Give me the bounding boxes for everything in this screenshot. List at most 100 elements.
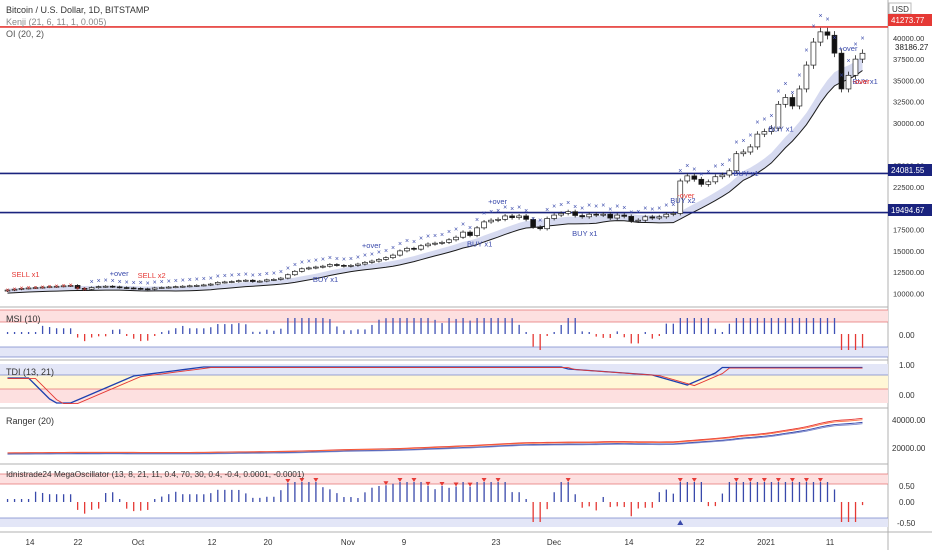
kenji-cross-mark: × <box>657 205 661 212</box>
mega-bar <box>399 482 401 502</box>
kenji-cross-mark: × <box>258 272 262 279</box>
candle-body <box>116 286 123 289</box>
mega-bar <box>154 499 156 502</box>
mega-bar <box>476 482 478 502</box>
msi-bar <box>252 331 254 334</box>
mega-title[interactable]: Idnistrade24 MegaOscillator (13, 8, 21, … <box>6 469 304 479</box>
candle-body <box>684 175 691 182</box>
mega-signal-triangle <box>481 478 487 482</box>
mega-bar <box>511 492 513 502</box>
candle-body <box>530 218 536 228</box>
kenji-cross-mark: × <box>272 270 276 277</box>
mega-bar <box>630 502 632 517</box>
msi-bar <box>301 318 303 334</box>
kenji-cross-mark: × <box>314 258 318 265</box>
kenji-cross-mark: × <box>265 271 269 278</box>
mega-bar <box>364 492 366 502</box>
candle-body <box>782 97 789 105</box>
indicator-kenji-label[interactable]: Kenji (21, 6, 11, 1, 0.005) <box>6 17 106 27</box>
mega-bar <box>147 502 149 510</box>
msi-bar <box>476 318 478 334</box>
msi-bar <box>112 329 114 334</box>
kenji-cross-mark: × <box>237 272 241 279</box>
candle-body <box>334 264 340 266</box>
msi-bar <box>672 323 674 334</box>
mega-bar <box>602 496 604 502</box>
kenji-cross-mark: × <box>27 285 31 292</box>
kenji-cross-mark: × <box>622 205 626 212</box>
mega-bar <box>322 487 324 502</box>
msi-bar <box>448 318 450 334</box>
mega-bar <box>112 492 114 502</box>
kenji-cross-mark: × <box>475 217 479 224</box>
msi-bar <box>679 318 681 334</box>
msi-bar <box>147 334 149 341</box>
mega-bar <box>532 502 534 522</box>
candle-body <box>712 176 719 183</box>
kenji-cross-mark: × <box>125 279 129 286</box>
mega-bar <box>735 482 738 502</box>
candle-body <box>845 74 852 90</box>
msi-bar <box>812 318 815 334</box>
candle-body <box>418 245 424 250</box>
msi-bar <box>497 318 499 334</box>
mega-bar <box>55 494 58 502</box>
candle-body <box>186 285 193 288</box>
msi-bar <box>399 318 401 334</box>
kenji-cross-mark: × <box>755 119 759 126</box>
kenji-cross-mark: × <box>6 287 10 294</box>
kenji-cross-mark: × <box>230 273 234 280</box>
msi-bar <box>602 334 604 338</box>
ranger-title[interactable]: Ranger (20) <box>6 416 54 426</box>
msi-title[interactable]: MSI (10) <box>6 314 41 324</box>
mega-bar <box>763 482 766 502</box>
kenji-cross-mark: × <box>202 276 206 283</box>
kenji-signal-label: SELL x2 <box>138 271 166 280</box>
msi-bar <box>420 318 422 334</box>
tdi-title[interactable]: TDI (13, 21) <box>6 367 54 377</box>
msi-bar <box>329 319 331 334</box>
msi-bar <box>441 323 443 334</box>
price-tick-label: 30000.00 <box>893 119 924 128</box>
msi-bar <box>546 334 548 336</box>
indicator-oi-label[interactable]: OI (20, 2) <box>6 29 44 39</box>
msi-bar <box>55 328 58 334</box>
candle-body <box>509 215 515 218</box>
x-axis-tick-label: 12 <box>208 538 217 547</box>
mega-bar <box>420 482 422 502</box>
mega-bar <box>98 502 100 509</box>
currency-label: USD <box>892 5 909 14</box>
kenji-cross-mark: × <box>300 259 304 266</box>
mega-bar <box>658 492 660 502</box>
mega-oscillator-pane <box>0 473 888 527</box>
msi-bar <box>861 334 864 348</box>
candle-body <box>481 221 487 229</box>
candle-body <box>565 211 571 214</box>
msi-bar <box>133 334 135 339</box>
mega-signal-triangle <box>425 481 431 486</box>
msi-bar <box>357 329 359 334</box>
candle-body <box>355 263 361 266</box>
x-axis-tick-label: Oct <box>132 538 145 547</box>
mega-bar <box>357 498 359 502</box>
msi-bar <box>119 329 121 334</box>
candle-body <box>221 281 228 284</box>
kenji-cross-mark: × <box>251 273 255 280</box>
kenji-cross-mark: × <box>496 208 500 215</box>
ranger-tick: 20000.00 <box>892 444 926 453</box>
candle-body <box>628 216 635 222</box>
mega-bar <box>224 489 226 502</box>
mega-bar <box>6 499 9 502</box>
candle-body <box>39 286 46 289</box>
mega-signal-triangle <box>747 478 753 482</box>
candle-body <box>656 216 663 219</box>
level-badge-blue <box>888 164 932 176</box>
msi-bar <box>504 318 506 334</box>
candle-body <box>193 285 200 287</box>
kenji-signal-label: +over <box>110 269 129 278</box>
kenji-cross-mark: × <box>342 257 346 264</box>
mega-lower-zone <box>0 518 888 527</box>
candle-body <box>271 279 277 281</box>
candle-body <box>824 31 831 36</box>
